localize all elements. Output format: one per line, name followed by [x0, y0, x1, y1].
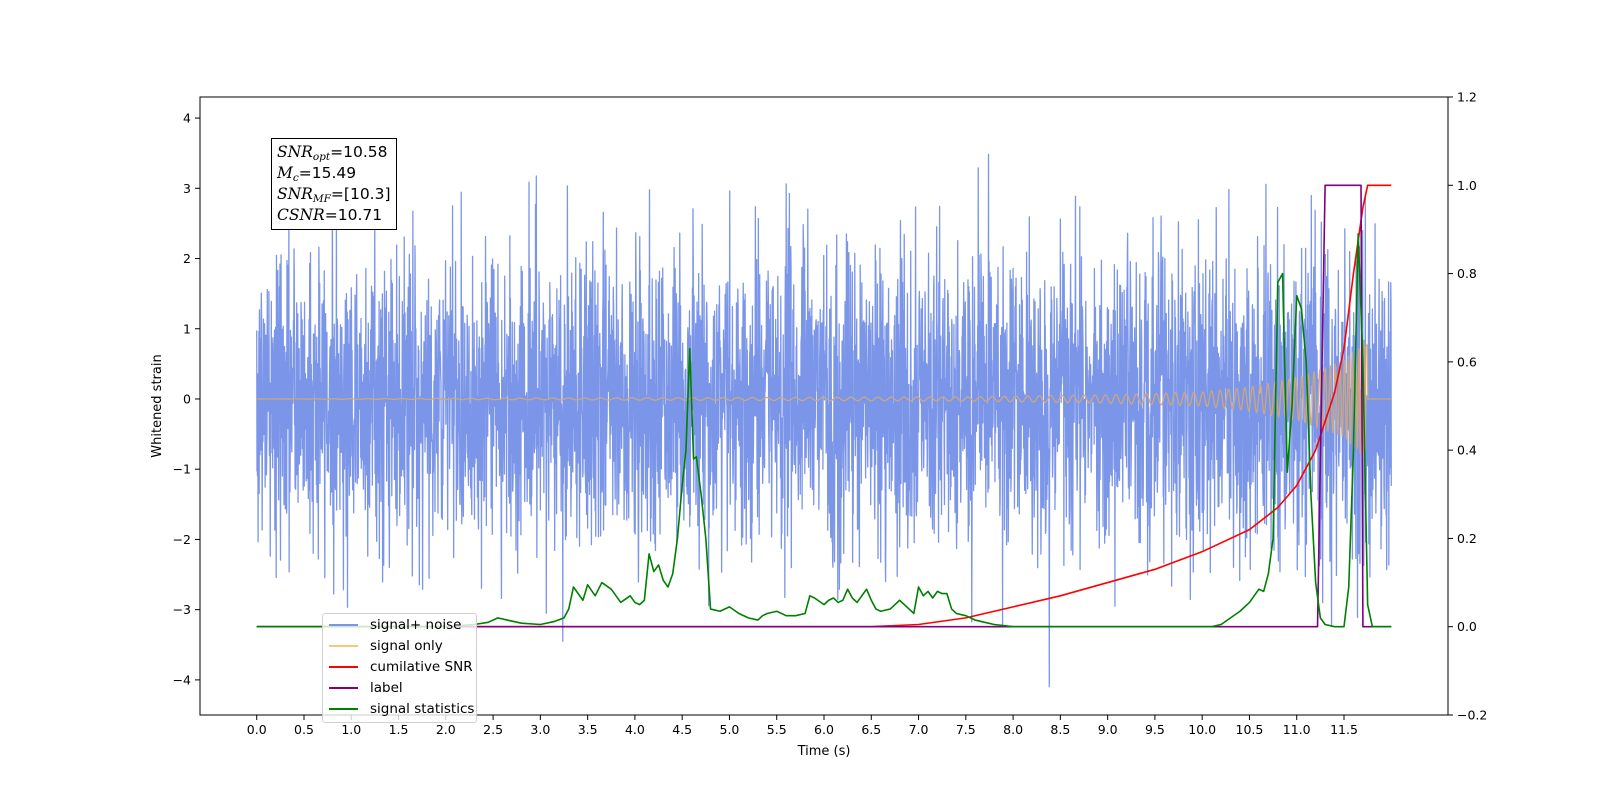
stats-annotation: SNRopt=10.58 Mc=15.49 SNRMF=[10.3] CSNR=…	[271, 138, 397, 230]
y-left-tick-label: 2	[183, 251, 191, 266]
x-tick-label: 8.0	[1003, 722, 1023, 737]
y-right-tick-label: 0.0	[1457, 619, 1477, 634]
y-left-tick-label: 3	[183, 181, 191, 196]
y-right-tick-label: 1.0	[1457, 178, 1477, 193]
legend-label: signal only	[370, 638, 443, 654]
x-tick-label: 1.0	[341, 722, 361, 737]
x-tick-label: 6.5	[861, 722, 881, 737]
x-tick-label: 11.0	[1283, 722, 1311, 737]
x-tick-label: 11.5	[1330, 722, 1358, 737]
legend-label: cumilative SNR	[370, 659, 473, 675]
x-tick-label: 0.5	[294, 722, 314, 737]
x-axis-label: Time (s)	[797, 744, 851, 759]
mc-line: Mc=15.49	[277, 164, 357, 184]
legend-swatch	[329, 708, 358, 710]
y-left-tick-label: 4	[183, 111, 191, 126]
legend: signal+ noise signal only cumilative SNR…	[322, 613, 477, 723]
x-tick-label: 4.5	[672, 722, 692, 737]
y-left-tick-label: −2	[173, 532, 191, 547]
x-tick-label: 3.0	[530, 722, 550, 737]
y-axis-left: 4 3 2 1 0 −1 −2 −3 −4	[173, 111, 200, 687]
x-tick-label: 7.5	[956, 722, 976, 737]
x-tick-label: 2.0	[436, 722, 456, 737]
x-tick-label: 7.0	[909, 722, 929, 737]
legend-swatch	[329, 687, 358, 689]
x-axis: 0.0 0.5 1.0 1.5 2.0 2.5 3.0 3.5 4.0 4.5 5.0 5.5 6.0 6…	[247, 715, 1358, 737]
y-right-tick-label: 0.8	[1457, 266, 1477, 281]
snr-opt-value: 10.58	[343, 143, 388, 161]
legend-label: signal+ noise	[370, 617, 462, 633]
series-cumilative-snr	[256, 184, 1392, 628]
x-tick-label: 5.5	[767, 722, 787, 737]
legend-entry-signal-statistics: signal statistics	[329, 699, 474, 719]
snr-opt-line: SNRopt=10.58	[277, 143, 388, 163]
snr-mf-value: [10.3]	[343, 185, 391, 203]
series-signal-statistics	[256, 233, 1392, 628]
legend-label: signal statistics	[370, 701, 475, 717]
csnr-line: CSNR=10.71	[277, 206, 383, 224]
y-right-tick-label: 1.2	[1457, 90, 1477, 105]
y-right-tick-label: 0.6	[1457, 354, 1477, 369]
snr-mf-line: SNRMF=[10.3]	[277, 185, 391, 205]
x-tick-label: 1.5	[389, 722, 409, 737]
legend-entry-cumilative-snr: cumilative SNR	[329, 657, 473, 677]
x-tick-label: 5.0	[720, 722, 740, 737]
y-right-tick-label: 0.2	[1457, 531, 1477, 546]
series-layer	[256, 153, 1392, 688]
mc-value: 15.49	[311, 164, 357, 182]
y-left-tick-label: 1	[183, 321, 191, 336]
x-tick-label: 6.0	[814, 722, 834, 737]
legend-swatch	[329, 624, 358, 626]
y-right-tick-label: 0.4	[1457, 443, 1477, 458]
x-tick-label: 0.0	[247, 722, 267, 737]
legend-entry-signal-only: signal only	[329, 636, 443, 656]
y-axis-right: 1.2 1.0 0.8 0.6 0.4 0.2 0.0 −0.2	[1448, 90, 1487, 723]
x-tick-label: 10.5	[1236, 722, 1264, 737]
y-left-tick-label: 0	[183, 391, 191, 406]
legend-entry-label: label	[329, 678, 403, 698]
x-tick-label: 9.5	[1145, 722, 1165, 737]
legend-label: label	[370, 680, 403, 696]
x-tick-label: 3.5	[578, 722, 598, 737]
x-tick-label: 2.5	[483, 722, 503, 737]
legend-entry-signal-noise: signal+ noise	[329, 615, 461, 635]
csnr-value: 10.71	[337, 206, 383, 224]
y-axis-label: Whitened strain	[150, 354, 165, 457]
series-signal-noise	[256, 153, 1392, 688]
legend-swatch	[329, 666, 358, 668]
y-left-tick-label: −1	[173, 462, 191, 477]
series-signal-only	[256, 339, 1392, 458]
x-tick-label: 10.0	[1188, 722, 1216, 737]
y-left-tick-label: −4	[173, 672, 191, 687]
x-tick-label: 8.5	[1050, 722, 1070, 737]
x-tick-label: 4.0	[625, 722, 645, 737]
legend-swatch	[329, 645, 358, 647]
y-left-tick-label: −3	[173, 602, 191, 617]
x-tick-label: 9.0	[1098, 722, 1118, 737]
y-right-tick-label: −0.2	[1457, 708, 1487, 723]
